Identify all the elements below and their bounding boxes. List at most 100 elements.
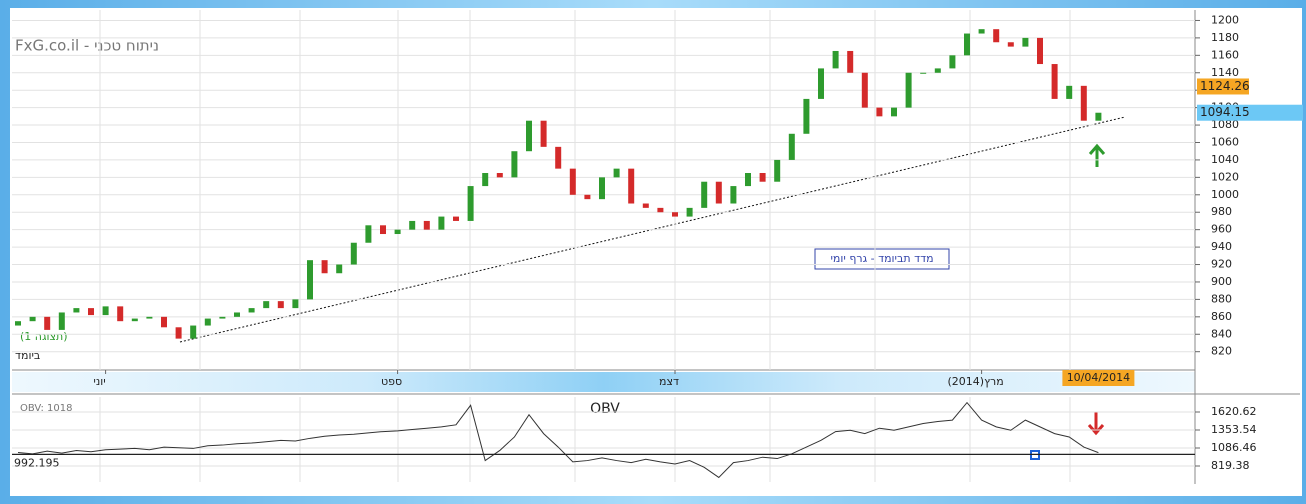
candle — [701, 181, 708, 208]
candle — [117, 306, 124, 322]
y-tick-label: 840 — [1211, 327, 1232, 340]
candle — [657, 207, 664, 213]
y-tick-label: 1140 — [1211, 66, 1239, 79]
candle — [336, 264, 343, 274]
candle — [409, 220, 416, 230]
candle — [715, 181, 722, 204]
x-tick-label: יוני — [93, 375, 105, 388]
x-tick-label: 10/04/2014 — [1067, 371, 1130, 384]
candle — [920, 72, 927, 74]
obv-line — [17, 401, 1099, 479]
candle — [1007, 42, 1014, 47]
candle — [526, 120, 532, 152]
candle — [88, 308, 94, 316]
candle — [1080, 85, 1087, 121]
y-tick-label: 1160 — [1211, 48, 1239, 61]
candle — [453, 216, 459, 221]
candle — [905, 72, 912, 108]
marker — [1030, 450, 1040, 460]
candle — [277, 301, 284, 309]
y-tick-label: 1000 — [1211, 188, 1239, 201]
date-marker — [1062, 370, 1135, 386]
y-tick-label: 1080 — [1211, 118, 1239, 131]
candle — [131, 318, 138, 322]
candle — [1022, 37, 1029, 47]
y-tick-label: 940 — [1211, 240, 1232, 253]
y-tick-label: 1060 — [1211, 135, 1239, 148]
y-tick-label: 980 — [1211, 205, 1232, 218]
candle — [730, 186, 737, 204]
candle — [365, 225, 372, 243]
candle — [964, 33, 970, 56]
candle — [190, 325, 197, 339]
candle — [672, 212, 678, 217]
candle — [73, 308, 80, 313]
chart-title: FxG.co.il - ניתוח טכני — [15, 37, 159, 55]
annotation-box — [814, 248, 950, 270]
candle — [175, 327, 182, 339]
candle — [350, 242, 357, 265]
up-arrow — [1088, 143, 1106, 167]
candle — [482, 173, 489, 187]
reference-label: 992.195 — [14, 456, 60, 469]
candle — [934, 68, 941, 73]
y-tick-label: 819.38 — [1211, 459, 1250, 472]
candle — [29, 316, 36, 322]
candle — [1051, 64, 1058, 99]
x-tick-label: מרץ(2014) — [947, 375, 1003, 388]
y-tick-label: 1040 — [1211, 153, 1239, 166]
price-marker-label: 1124.26 — [1200, 79, 1250, 93]
candle — [292, 299, 299, 309]
price-marker-label: 1094.15 — [1200, 105, 1250, 119]
candle — [861, 72, 868, 108]
y-tick-label: 1200 — [1211, 13, 1239, 26]
candle — [307, 260, 313, 300]
candle — [569, 168, 576, 195]
price-marker — [1197, 104, 1303, 121]
y-tick-label: 1353.54 — [1211, 423, 1257, 436]
candle — [599, 177, 605, 200]
candle — [613, 168, 620, 178]
y-tick-label: 900 — [1211, 275, 1232, 288]
candle — [161, 316, 167, 328]
candle — [467, 186, 474, 221]
candle — [1066, 85, 1073, 99]
candle — [234, 312, 240, 317]
candle — [204, 318, 211, 326]
y-tick-label: 1180 — [1211, 31, 1239, 44]
y-tick-label: 1086.46 — [1211, 441, 1257, 454]
candle — [642, 203, 649, 208]
x-tick-label: דצמ — [659, 375, 679, 388]
candle — [394, 229, 401, 235]
candle — [496, 173, 503, 178]
obv-label: OBV: 1018 — [20, 403, 72, 414]
candle — [511, 151, 518, 178]
obv-title: OBV — [590, 401, 620, 417]
candle — [44, 316, 51, 330]
candle — [818, 68, 824, 99]
candle — [321, 260, 328, 274]
y-tick-label: 920 — [1211, 258, 1232, 271]
y-tick-label: 860 — [1211, 310, 1232, 323]
x-tick-label: ספט — [381, 375, 402, 388]
y-tick-label: 880 — [1211, 292, 1232, 305]
y-tick-label: 820 — [1211, 345, 1232, 358]
annotation: מדד תביומד - גרף יומי — [830, 252, 933, 265]
candle — [628, 168, 635, 204]
candle — [978, 29, 985, 34]
candle — [686, 207, 693, 217]
candle — [759, 173, 766, 182]
candle — [58, 312, 65, 330]
candle — [540, 120, 547, 147]
candle — [745, 173, 751, 187]
y-tick-label: 1020 — [1211, 170, 1239, 183]
candle — [832, 50, 839, 69]
candle — [146, 316, 153, 319]
panel — [10, 8, 1302, 496]
candle — [1095, 112, 1102, 121]
candle — [380, 225, 386, 235]
x-axis-band — [12, 372, 1195, 392]
candle — [803, 98, 810, 134]
candle — [219, 316, 226, 319]
